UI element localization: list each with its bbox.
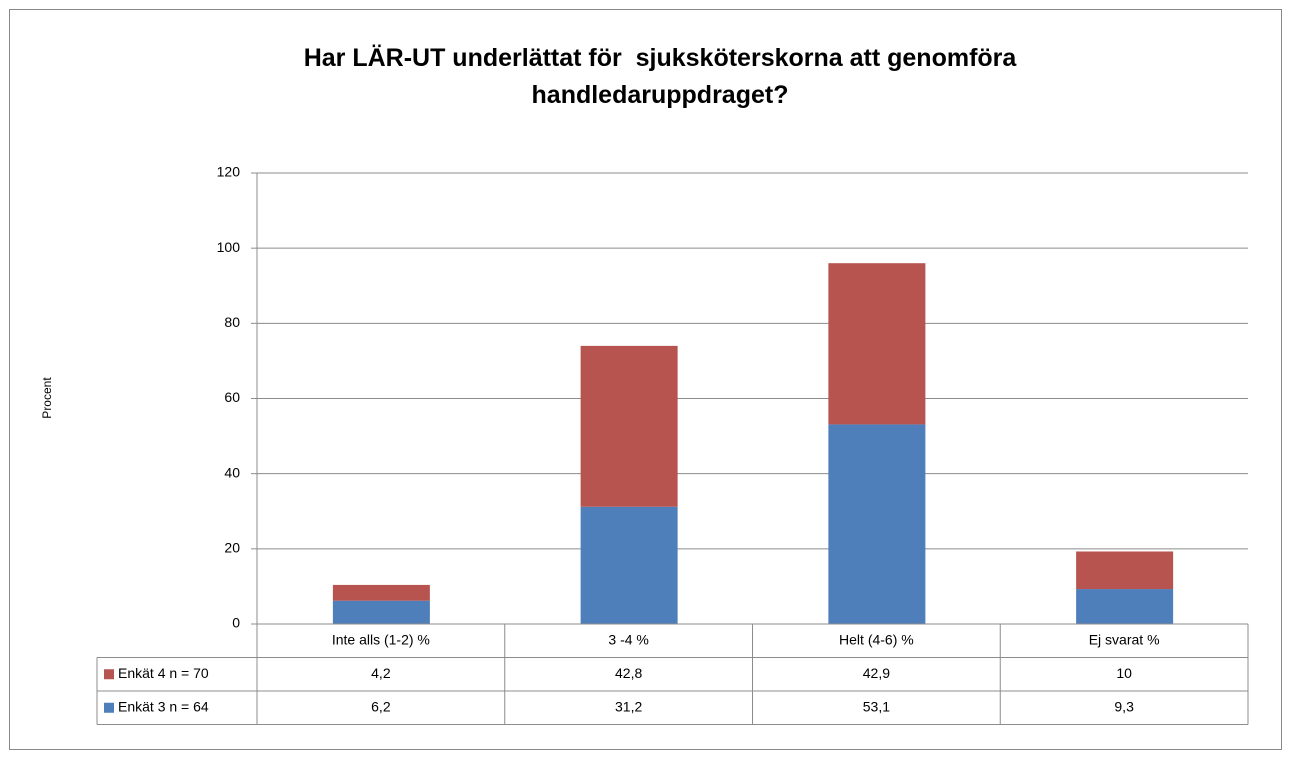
bar-segment (580, 345, 678, 507)
y-tick-label: 0 (232, 615, 240, 631)
legend-swatch (104, 669, 114, 680)
table-value: 6,2 (371, 698, 391, 714)
bar-segment (828, 263, 926, 425)
legend-label: Enkät 4 n = 70 (118, 665, 209, 681)
y-tick-label: 100 (217, 239, 241, 255)
y-tick-label: 60 (224, 389, 240, 405)
x-tick-label: Helt (4-6) % (839, 631, 914, 647)
legend-swatch (104, 702, 114, 713)
table-value: 31,2 (615, 698, 642, 714)
y-tick-label: 20 (224, 540, 240, 556)
bar-segment (1076, 589, 1174, 624)
table-value: 4,2 (371, 665, 391, 681)
y-axis-label: Procent (40, 377, 54, 419)
table-value: 53,1 (863, 698, 890, 714)
table-value: 42,9 (863, 665, 890, 681)
y-tick-label: 40 (224, 464, 240, 480)
bar-segment (828, 424, 926, 624)
chart-title: Har LÄR-UT underlättat för sjukskötersko… (303, 44, 1024, 109)
table-value: 9,3 (1114, 698, 1134, 714)
table-value: 10 (1116, 665, 1132, 681)
table-value: 42,8 (615, 665, 642, 681)
bar-segment (332, 600, 430, 624)
y-tick-label: 120 (217, 164, 241, 180)
legend-label: Enkät 3 n = 64 (118, 698, 209, 714)
bar-segment (580, 506, 678, 624)
y-tick-label: 80 (224, 314, 240, 330)
x-tick-label: 3 -4 % (608, 631, 648, 647)
x-tick-label: Inte alls (1-2) % (332, 631, 430, 647)
bar-segment (332, 584, 430, 601)
bar-segment (1076, 551, 1174, 590)
x-tick-label: Ej svarat % (1089, 631, 1160, 647)
